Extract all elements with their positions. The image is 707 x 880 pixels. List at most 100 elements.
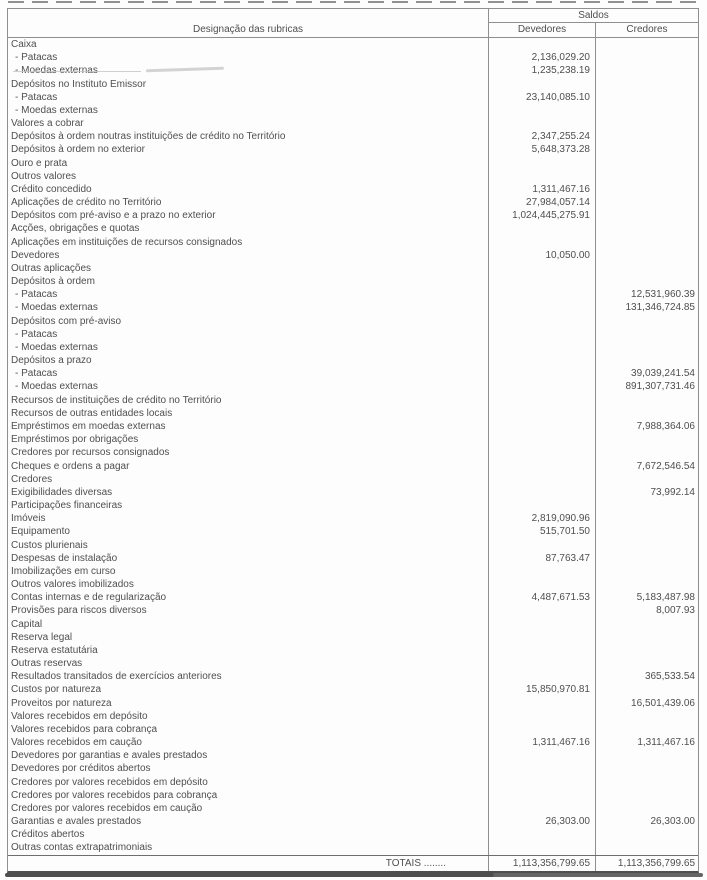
rubrica-label: Depósitos com pré-aviso e a prazo no ext…	[8, 209, 489, 223]
table-row: Resultados transitados de exercícios ant…	[8, 670, 698, 684]
rubrica-label: Crédito concedido	[8, 182, 489, 197]
table-row: Outros valores	[8, 169, 698, 183]
table-row: Exigibilidades diversas 73,992.14	[8, 485, 698, 500]
devedores-value	[489, 38, 596, 52]
devedores-value	[489, 433, 596, 447]
credores-value	[596, 565, 698, 578]
totals-label: TOTAIS ........	[8, 855, 489, 871]
credores-value	[596, 407, 698, 420]
devedores-value: 4,487,671.53	[489, 591, 596, 605]
credores-value	[596, 249, 698, 262]
devedores-value: 1,311,467.16	[489, 182, 596, 197]
rubrica-label: Resultados transitados de exercícios ant…	[8, 670, 489, 684]
rubrica-label: Participações financeiras	[8, 499, 489, 513]
rubrica-label: Recursos de outras entidades locais	[8, 406, 489, 420]
credores-value	[596, 315, 698, 328]
table-row: Depósitos à ordem no exterior 5,648,373.2…	[8, 143, 698, 157]
rubrica-label: - Moedas externas	[8, 103, 489, 118]
devedores-value	[489, 354, 596, 368]
credores-value	[596, 196, 698, 209]
rubrica-label: - Moedas externas	[8, 64, 489, 78]
table-row: Acções, obrigações e quotas	[8, 222, 698, 236]
saldos-header-group: Saldos Devedores Credores	[489, 9, 698, 37]
credores-value	[596, 236, 698, 249]
table-row: Depósitos à ordem noutras instituições d…	[8, 130, 698, 144]
credores-value	[596, 802, 698, 815]
table-row: Provisões para riscos diversos 8,007.93	[8, 604, 698, 618]
rubrica-label: Outras reservas	[8, 657, 489, 671]
rubrica-label: - Patacas	[8, 51, 489, 65]
credores-value	[596, 117, 698, 130]
credores-value: 1,311,467.16	[637, 737, 695, 749]
credores-value	[596, 749, 698, 762]
credores-value	[596, 789, 698, 802]
credores-value	[596, 51, 698, 64]
table-row: - Moedas externas	[8, 103, 698, 118]
devedores-value	[489, 314, 596, 328]
table-row: Outras aplicações	[8, 261, 698, 276]
credores-value	[596, 578, 698, 591]
totals-devedores-value: 1,113,356,799.65	[489, 855, 596, 871]
table-row: Recursos de instituições de crédito no T…	[8, 393, 698, 407]
balance-table: Designação das rubricas Saldos Devedores…	[7, 8, 699, 873]
credores-value	[596, 776, 698, 789]
table-row: Depósitos com pré-aviso e a prazo no ext…	[8, 209, 698, 223]
rubrica-label: Depósitos à ordem no exterior	[8, 143, 489, 157]
devedores-value	[489, 630, 596, 644]
column-header-credores: Credores	[626, 24, 668, 35]
table-row: Reserva estatutária	[8, 643, 698, 658]
rubrica-label: Capital	[8, 617, 489, 631]
credores-value	[596, 512, 698, 525]
rubrica-label: Empréstimos por obrigações	[8, 433, 489, 447]
credores-value	[596, 143, 698, 156]
table-row: Proveitos por natureza 16,501,439.06	[8, 696, 698, 710]
devedores-value	[489, 617, 596, 631]
rubrica-label: Imóveis	[8, 512, 489, 526]
rubrica-label: Acções, obrigações e quotas	[8, 222, 489, 236]
devedores-value	[489, 841, 596, 855]
devedores-value: 27,984,057.14	[489, 196, 596, 210]
table-row: Participações financeiras	[8, 499, 698, 513]
rubrica-label: Outros valores imobilizados	[8, 578, 489, 592]
table-row: Credores por valores recebidos em caução	[8, 801, 698, 816]
credores-value: 5,183,487.98	[636, 592, 695, 604]
table-row: Credores por recursos consignados	[8, 446, 698, 460]
rubrica-label: Outras aplicações	[8, 261, 489, 276]
credores-value	[596, 341, 698, 354]
credores-value	[596, 354, 698, 367]
saldos-header: Saldos	[489, 9, 698, 23]
rubrica-label: Outros valores	[8, 169, 489, 183]
table-row: Valores recebidos para cobrança	[8, 722, 698, 737]
rubrica-label: Credores por valores recebidos para cobr…	[8, 788, 489, 802]
devedores-value	[489, 499, 596, 513]
credores-value: 131,346,724.85	[625, 302, 695, 314]
rubrica-label: Outras contas extrapatrimoniais	[8, 841, 489, 855]
credores-value	[596, 91, 698, 104]
rubrica-label: - Patacas	[8, 90, 489, 104]
devedores-value	[489, 117, 596, 131]
devedores-value	[489, 657, 596, 671]
devedores-value: 23,140,085.10	[489, 90, 596, 104]
credores-value	[596, 446, 698, 459]
table-row: Imobilizações em curso	[8, 564, 698, 579]
credores-value	[596, 130, 698, 143]
devedores-value	[489, 275, 596, 289]
table-row: Outras contas extrapatrimoniais	[8, 841, 698, 855]
devedores-value	[489, 327, 596, 341]
credores-value	[596, 552, 698, 565]
devedores-value	[489, 788, 596, 802]
credores-value	[596, 499, 698, 512]
table-header: Designação das rubricas Saldos Devedores…	[8, 9, 698, 38]
totals-row: TOTAIS ........ 1,113,356,799.65 1,113,3…	[8, 854, 698, 871]
rubrica-label: Credores por valores recebidos em caução	[8, 801, 489, 816]
rubrica-label: Depósitos a prazo	[8, 354, 489, 368]
totals-credores-value: 1,113,356,799.65	[617, 857, 695, 869]
devedores-value: 26,303.00	[489, 815, 596, 829]
credores-value	[596, 539, 698, 552]
devedores-value	[489, 696, 596, 710]
devedores-value	[489, 156, 596, 170]
devedores-value	[489, 828, 596, 842]
devedores-value: 1,235,238.19	[489, 64, 596, 78]
rubrica-label: Credores por valores recebidos em depósi…	[8, 775, 489, 789]
